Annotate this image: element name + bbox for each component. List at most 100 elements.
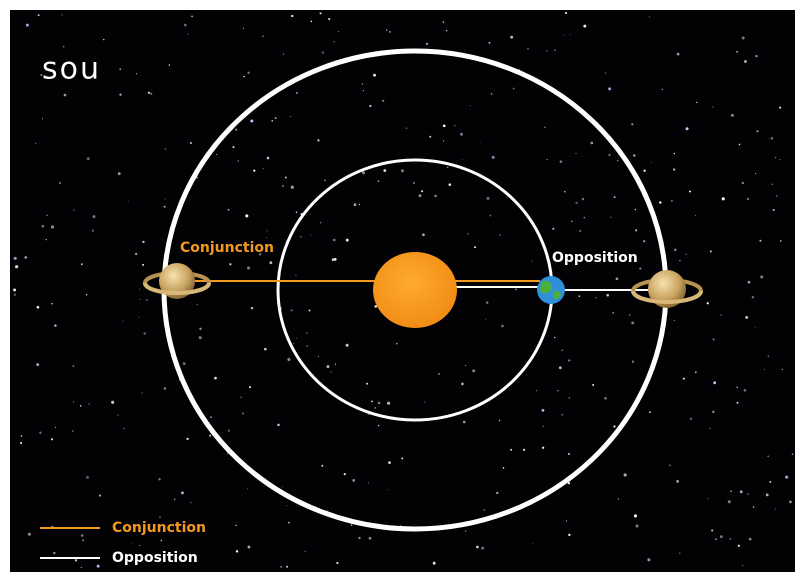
star xyxy=(424,401,426,403)
star xyxy=(246,266,251,270)
star xyxy=(262,168,264,170)
star xyxy=(682,377,685,380)
star xyxy=(196,176,198,179)
legend-label: Conjunction xyxy=(112,520,206,536)
star xyxy=(374,305,378,308)
star xyxy=(568,359,571,362)
star xyxy=(767,355,769,357)
star xyxy=(334,363,337,365)
star xyxy=(366,382,369,385)
star xyxy=(488,41,491,44)
star xyxy=(729,537,732,540)
star xyxy=(271,120,273,122)
star xyxy=(736,386,739,389)
star xyxy=(674,248,677,252)
star xyxy=(510,35,514,39)
star xyxy=(300,236,302,238)
star xyxy=(764,368,766,370)
star xyxy=(523,448,526,451)
star xyxy=(720,314,722,316)
star xyxy=(615,277,619,281)
star xyxy=(442,21,445,23)
conjunction-label: Conjunction xyxy=(180,240,274,256)
star xyxy=(623,473,627,477)
star xyxy=(138,316,140,318)
star xyxy=(616,159,619,162)
star xyxy=(266,237,268,239)
star xyxy=(333,41,335,43)
star xyxy=(400,525,402,526)
star xyxy=(310,20,313,23)
star xyxy=(595,297,597,299)
star xyxy=(119,68,121,70)
star xyxy=(158,478,161,481)
star xyxy=(164,198,166,200)
star xyxy=(80,534,84,537)
star xyxy=(743,388,747,392)
star xyxy=(286,505,288,507)
star xyxy=(54,324,57,327)
star xyxy=(81,539,85,542)
star xyxy=(295,274,297,276)
star xyxy=(676,52,680,56)
star xyxy=(383,169,387,172)
star xyxy=(235,128,238,131)
star xyxy=(72,365,75,367)
star xyxy=(565,11,568,15)
star xyxy=(442,124,446,128)
star xyxy=(377,180,380,182)
star xyxy=(72,209,75,211)
star xyxy=(41,118,43,120)
star xyxy=(368,536,372,540)
star xyxy=(362,90,365,92)
star xyxy=(196,304,198,306)
star xyxy=(242,27,245,29)
star xyxy=(240,396,242,398)
star xyxy=(367,482,369,484)
star xyxy=(774,508,776,510)
saturn-right xyxy=(631,270,703,308)
star xyxy=(634,208,637,211)
star xyxy=(559,160,563,163)
star xyxy=(358,536,361,540)
star xyxy=(709,250,712,253)
star xyxy=(245,214,249,218)
star xyxy=(318,355,320,358)
star xyxy=(142,263,145,266)
star xyxy=(462,420,466,424)
star xyxy=(474,246,477,249)
star xyxy=(557,389,559,392)
star xyxy=(583,216,586,219)
star xyxy=(277,423,280,427)
star xyxy=(139,288,141,290)
star xyxy=(769,481,772,483)
star xyxy=(631,123,634,126)
star xyxy=(643,240,646,243)
star xyxy=(774,156,777,159)
star xyxy=(570,220,573,223)
star xyxy=(779,106,782,109)
star xyxy=(173,498,176,501)
star xyxy=(321,51,325,54)
star xyxy=(552,227,555,230)
star xyxy=(472,369,476,373)
star xyxy=(612,311,615,314)
star xyxy=(429,135,432,138)
star xyxy=(721,197,725,201)
star xyxy=(374,406,377,409)
star xyxy=(643,169,646,172)
star xyxy=(290,185,294,189)
star xyxy=(448,183,452,186)
star xyxy=(510,448,513,451)
star xyxy=(199,327,202,330)
star xyxy=(296,337,298,339)
star xyxy=(673,152,675,155)
star xyxy=(561,414,563,416)
star xyxy=(63,93,67,97)
star xyxy=(235,524,237,527)
star xyxy=(668,464,671,467)
star xyxy=(581,197,585,201)
star xyxy=(250,306,254,310)
star xyxy=(544,126,546,129)
star xyxy=(61,14,63,16)
